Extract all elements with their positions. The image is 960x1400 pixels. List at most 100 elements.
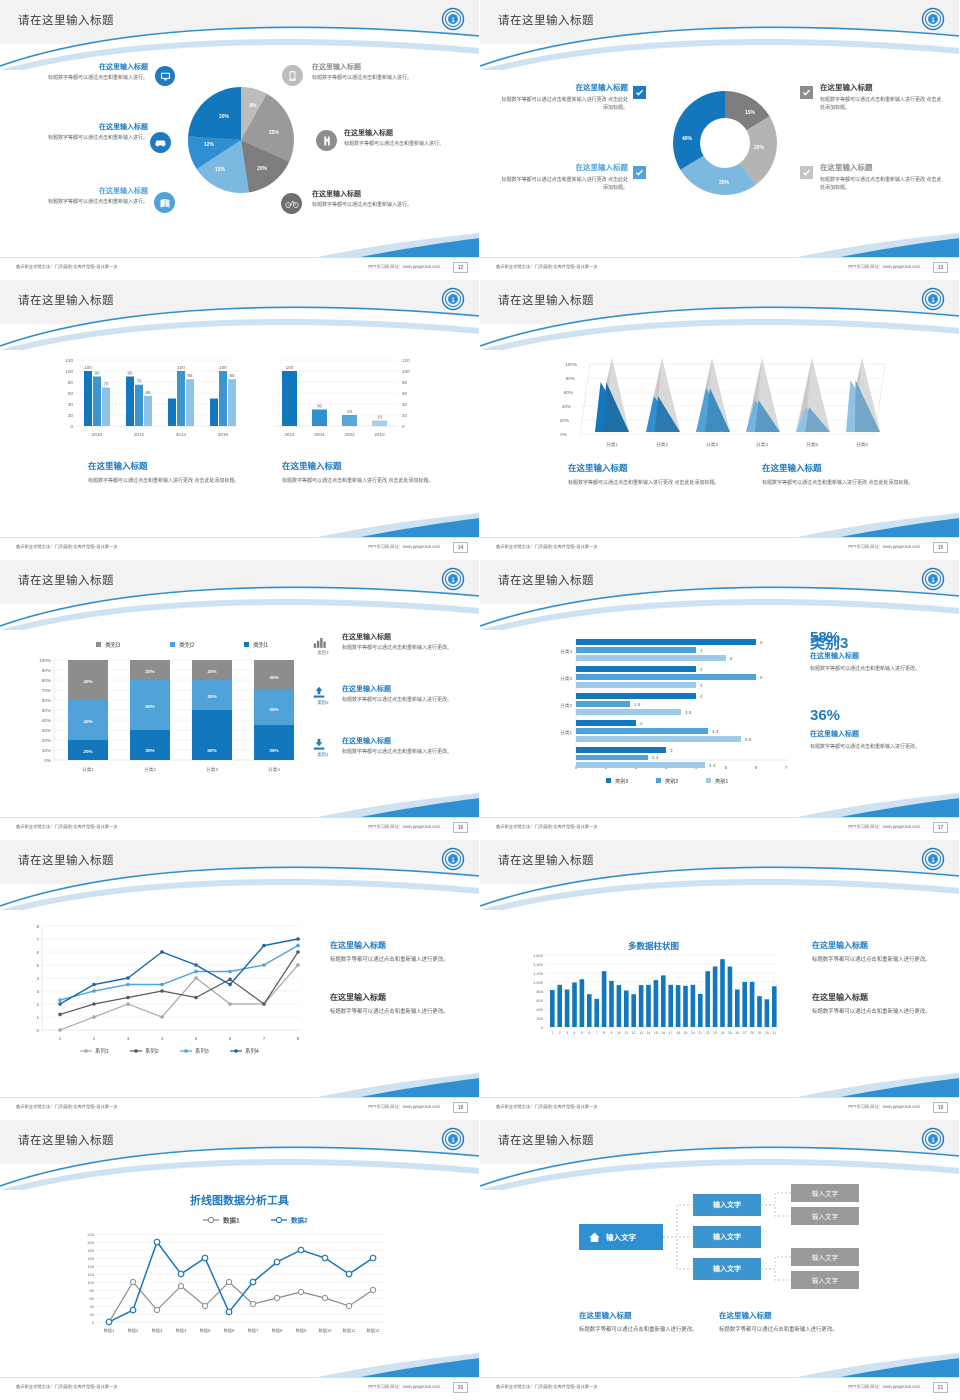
upload-icon[interactable]: 类别2 <box>312 686 334 706</box>
side-item-1[interactable]: 在这里输入标题 标题数字等都可以通过点击和重新输入进行更改。 <box>812 940 944 964</box>
slide-footer: 临沂职业学院方法：门开展图-文库片型版-设计第一支 PPT学习网 网址：www.… <box>0 1097 479 1119</box>
caption-block-1[interactable]: 在这里输入标题 标题数字等都可以通过点击和重新输入进行更改。 <box>579 1310 707 1334</box>
checkbox-checked-1[interactable] <box>633 86 646 99</box>
caption-body: 标题数字等都可以通过点击和重新输入进行更改 点击此处添加标题。 <box>762 480 914 486</box>
org-node-label: 输入文字 <box>811 1214 839 1221</box>
checkbox-checked-4[interactable] <box>800 166 813 179</box>
org-node-label: 输入文字 <box>811 1278 839 1285</box>
caption-block-1[interactable]: 在这里输入标题 标题数字等都可以通过点击和重新输入进行更改 点击此处添加标题。 <box>568 462 730 488</box>
stat-item-1[interactable]: 58% 在这里输入标题 标题数字等都可以通过点击和重新输入进行更改。 <box>810 629 942 673</box>
svg-text:类别2: 类别2 <box>665 777 678 785</box>
stack-col-2: 30% 50% 20% 分类2 <box>130 660 170 773</box>
org-node-leaf-3[interactable]: 输入文字 <box>791 1248 859 1266</box>
svg-text:140: 140 <box>87 1264 94 1269</box>
svg-text:80: 80 <box>90 1288 95 1293</box>
side-heading: 在这里输入标题 <box>330 941 386 950</box>
checkbox-checked-3[interactable] <box>800 86 813 99</box>
phone-icon[interactable] <box>282 65 303 86</box>
org-node-root[interactable]: 输入文字 <box>579 1224 663 1250</box>
svg-text:12%: 12% <box>204 142 215 148</box>
monitor-icon[interactable] <box>155 66 175 86</box>
footer-left-text: 临沂职业学院方法：门开展图-文库片型版-设计第一支 <box>496 264 598 269</box>
svg-text:4: 4 <box>161 1036 164 1041</box>
svg-text:分类4: 分类4 <box>756 441 768 448</box>
page-title: 请在这里输入标题 <box>498 855 594 867</box>
side-item-2[interactable]: 在这里输入标题 标题数字等都可以通过点击和重新输入进行更改。 <box>330 992 462 1016</box>
feature-item-1[interactable]: 在这里输入标题 标题数字等都可以通过点击和重新输入进行。 <box>30 62 148 83</box>
caption-block-2[interactable]: 在这里输入标题 标题数字等都可以通过点击和重新输入进行更改 点击此处添加标题。 <box>762 462 924 488</box>
decor-curve-top <box>0 586 479 630</box>
svg-text:10: 10 <box>377 415 383 420</box>
org-node-leaf-2[interactable]: 输入文字 <box>791 1207 859 1225</box>
svg-text:60: 60 <box>68 391 74 396</box>
side-body: 标题数字等都可以通过点击和重新输入进行更改。 <box>330 957 449 963</box>
chart-title: 折线图数据分析工具 <box>190 1195 289 1207</box>
org-node-mid-2[interactable]: 输入文字 <box>693 1226 761 1248</box>
org-node-leaf-4[interactable]: 输入文字 <box>791 1271 859 1289</box>
checkbox-checked-2[interactable] <box>633 166 646 179</box>
caption-heading: 在这里输入标题 <box>568 463 628 473</box>
stack-col-1: 20% 40% 40% 分类1 <box>68 660 108 773</box>
feature-heading: 在这里输入标题 <box>99 188 148 195</box>
checkbox-block-2[interactable]: 在这里输入标题 标题数字等都可以通过点击和重新输入进行更改 点击此处添加标题。 <box>500 162 628 193</box>
svg-text:70: 70 <box>103 382 109 387</box>
page-title: 请在这里输入标题 <box>18 295 114 307</box>
cone-3: 分类3 <box>696 358 730 448</box>
binoculars-icon[interactable] <box>316 130 337 151</box>
svg-text:25: 25 <box>728 1031 732 1035</box>
checkbox-block-4[interactable]: 在这里输入标题 标题数字等都可以通过点击和重新输入进行更改 点击此处添加标题。 <box>820 162 946 193</box>
stat-block-1[interactable]: 类别3 <box>810 632 940 653</box>
stat-item-2[interactable]: 36% 在这里输入标题 标题数字等都可以通过点击和重新输入进行更改。 <box>810 707 942 751</box>
side-item-2[interactable]: 在这里输入标题 标题数字等都可以通过点击和重新输入进行更改。 <box>812 992 944 1016</box>
slide-20: 请在这里输入标题 1 折线图数据分析工具 数据1 数据2 <box>0 1120 480 1400</box>
side-item-3[interactable]: 在这里输入标题 标题数字等都可以通过点击和重新输入进行更改。 <box>342 736 462 757</box>
svg-text:数据2: 数据2 <box>291 1216 308 1225</box>
svg-text:10%: 10% <box>42 748 51 753</box>
page-number: 18 <box>453 1102 468 1113</box>
book-icon[interactable] <box>154 192 175 213</box>
org-node-mid-3[interactable]: 输入文字 <box>693 1258 761 1280</box>
svg-text:35%: 35% <box>269 748 278 753</box>
footer-right-text: PPT学习网 网址：www.pptgenius.com <box>848 264 920 269</box>
svg-text:0%: 0% <box>44 758 51 763</box>
svg-text:4: 4 <box>700 648 703 653</box>
feature-item-3[interactable]: 在这里输入标题 标题数字等都可以通过点击和重新输入进行。 <box>30 186 148 207</box>
decor-curve-top <box>0 866 479 910</box>
caption-block-1[interactable]: 在这里输入标题 标题数字等都可以通过点击和重新输入进行更改 点击此处添加标题。 <box>88 460 248 486</box>
checkbox-block-3[interactable]: 在这里输入标题 标题数字等都可以通过点击和重新输入进行更改 点击此处添加标题。 <box>820 82 946 113</box>
caption-block-2[interactable]: 在这里输入标题 标题数字等都可以通过点击和重新输入进行更改。 <box>719 1310 847 1334</box>
cone-6: 分类6 <box>846 358 880 448</box>
page-number: 19 <box>933 1102 948 1113</box>
feature-item-5[interactable]: 在这里输入标题 标题数字等都可以通过点击和重新输入进行。 <box>344 128 460 149</box>
slide-19: 请在这里输入标题 1 多数据柱状图 <box>480 840 960 1120</box>
caption-block-2[interactable]: 在这里输入标题 标题数字等都可以通过点击和重新输入进行更改 点击此处添加标题。 <box>282 460 442 486</box>
svg-text:5: 5 <box>730 656 733 661</box>
side-item-1[interactable]: 在这里输入标题 标题数字等都可以通过点击和重新输入进行更改。 <box>330 940 462 964</box>
feature-item-2[interactable]: 在这里输入标题 标题数字等都可以通过点击和重新输入进行。 <box>26 122 148 143</box>
svg-text:4: 4 <box>700 667 703 672</box>
svg-text:80: 80 <box>402 380 408 385</box>
svg-text:100: 100 <box>87 1280 94 1285</box>
side-body: 标题数字等都可以通过点击和重新输入进行更改。 <box>342 645 453 651</box>
svg-text:27: 27 <box>743 1031 747 1035</box>
feature-item-4[interactable]: 在这里输入标题 标题数字等都可以通过点击和重新输入进行。 <box>312 62 432 83</box>
checkbox-block-1[interactable]: 在这里输入标题 标题数字等都可以通过点击和重新输入进行更改 点击此处添加标题。 <box>500 82 628 113</box>
car-icon[interactable] <box>150 132 171 153</box>
org-node-leaf-1[interactable]: 输入文字 <box>791 1184 859 1202</box>
svg-text:1: 1 <box>36 1015 39 1020</box>
svg-text:4: 4 <box>700 683 703 688</box>
icon-label: 类别3 <box>317 650 329 655</box>
side-item-2[interactable]: 在这里输入标题 标题数字等都可以通过点击和重新输入进行更改。 <box>342 684 462 705</box>
org-node-mid-1[interactable]: 输入文字 <box>693 1194 761 1216</box>
decor-curve-bottom <box>780 1073 959 1101</box>
bar-chart-icon[interactable]: 类别3 <box>312 636 334 656</box>
single-bar-chart: 120 100 80 60 40 20 0 100 2016 30 2004 2… <box>276 358 410 437</box>
org-connectors <box>663 1192 791 1281</box>
bicycle-icon[interactable] <box>281 193 302 214</box>
svg-text:20: 20 <box>347 409 353 414</box>
university-emblem-logo: 1 <box>921 567 945 591</box>
footer-left-text: 临沂职业学院方法：门开展图-文库片型版-设计第一支 <box>16 1104 118 1109</box>
download-icon[interactable]: 类别1 <box>312 738 334 758</box>
feature-item-6[interactable]: 在这里输入标题 标题数字等都可以通过点击和重新输入进行。 <box>312 189 432 210</box>
side-item-1[interactable]: 在这里输入标题 标题数字等都可以通过点击和重新输入进行更改。 <box>342 632 462 653</box>
